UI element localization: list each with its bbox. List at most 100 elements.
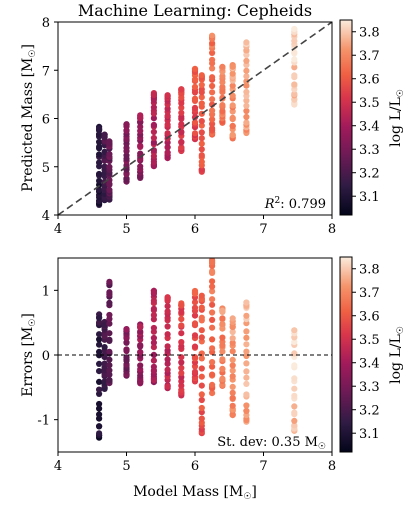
bottom-colorbar-tick-label-6: 3.7 [359, 286, 380, 301]
bottom-point-0-17 [96, 341, 103, 348]
bottom-point-10-16 [209, 296, 216, 303]
bottom-point-9-9 [198, 391, 205, 398]
top-point-12-25 [229, 63, 236, 70]
bottom-point-9-19 [198, 314, 205, 321]
top-point-14-9 [291, 81, 298, 88]
bottom-point-13-15 [243, 341, 250, 348]
bottom-point-2-13 [106, 330, 113, 337]
bottom-point-14-10 [291, 392, 298, 399]
bottom-point-12-5 [229, 402, 236, 409]
bottom-point-6-8 [164, 360, 171, 367]
top-point-9-8 [198, 146, 205, 153]
bottom-point-3-11 [123, 354, 130, 361]
bottom-point-6-9 [164, 356, 171, 363]
top-point-3-4 [123, 175, 130, 183]
top-point-9-13 [198, 118, 205, 125]
bottom-point-5-10 [150, 344, 157, 351]
top-point-11-10 [219, 102, 226, 109]
top-y-tick-label-0: 4 [42, 209, 50, 224]
bottom-point-12-14 [229, 356, 236, 363]
bottom-point-10-21 [209, 268, 216, 275]
bottom-point-0-3 [96, 430, 103, 437]
top-point-12-14 [229, 92, 236, 99]
bottom-point-13-20 [243, 312, 250, 319]
top-point-3-25 [123, 121, 130, 128]
bottom-point-12-13 [229, 362, 236, 369]
bottom-point-12-15 [229, 348, 236, 355]
bottom-point-13-25 [243, 299, 250, 306]
bottom-point-3-14 [123, 346, 130, 353]
bottom-point-14-19 [291, 338, 298, 346]
bottom-point-8-5 [191, 368, 199, 375]
top-reference-line [57, 21, 333, 216]
top-y-tick-label-1: 5 [42, 161, 50, 176]
bottom-point-5-8 [150, 357, 157, 364]
top-point-12-9 [229, 114, 236, 121]
top-point-7-12 [178, 121, 185, 128]
bottom-point-12-12 [229, 367, 236, 374]
bottom-point-4-16 [137, 342, 144, 349]
top-point-13-13 [243, 82, 250, 89]
bottom-point-14-5 [291, 417, 298, 424]
top-colorbar-tick-label-7: 3.8 [359, 26, 380, 41]
top-point-6-11 [164, 130, 171, 137]
bottom-point-2-16 [106, 311, 113, 319]
bottom-point-1-15 [101, 344, 108, 351]
top-point-10-17 [209, 56, 216, 64]
bottom-point-11-20 [219, 315, 226, 322]
bottom-colorbar-tick-label-1: 3.2 [359, 404, 380, 419]
bottom-point-12-17 [229, 339, 236, 346]
top-x-tick-label-4: 8 [328, 222, 336, 237]
top-point-0-7 [96, 186, 103, 193]
top-colorbar-tick-label-3: 3.4 [359, 120, 380, 135]
top-point-9-20 [198, 81, 205, 88]
bottom-point-7-15 [178, 330, 185, 337]
top-point-7-25 [178, 86, 185, 93]
top-point-9-10 [198, 135, 205, 142]
bottom-point-5-16 [150, 312, 157, 319]
top-point-10-12 [209, 82, 216, 90]
bottom-point-8-16 [191, 312, 199, 319]
top-x-tick-label-3: 7 [259, 222, 267, 237]
top-point-14-11 [291, 72, 298, 79]
top-point-13-12 [243, 88, 250, 96]
bottom-point-9-21 [198, 304, 205, 311]
bottom-point-9-5 [198, 415, 205, 422]
top-point-0-18 [96, 138, 103, 146]
bottom-point-6-3 [164, 383, 171, 390]
top-point-12-7 [229, 122, 236, 129]
bottom-y-tick-label-1: 0 [42, 349, 50, 364]
bottom-point-6-7 [164, 366, 171, 373]
top-point-13-18 [243, 57, 250, 64]
top-point-0-15 [96, 151, 103, 158]
top-point-10-6 [209, 116, 216, 123]
top-point-13-25 [243, 39, 250, 46]
top-point-10-4 [209, 125, 216, 132]
bottom-point-2-12 [106, 336, 113, 343]
top-point-2-18 [106, 151, 113, 158]
bottom-point-2-4 [106, 377, 113, 384]
bottom-point-7-14 [178, 339, 185, 346]
top-point-6-25 [164, 92, 171, 99]
top-x-tick-label-0: 4 [54, 222, 62, 237]
bottom-point-6-14 [164, 331, 171, 338]
bottom-colorbar-ticks: 3.1 3.2 3.3 3.4 3.5 3.6 3.7 3.8 [352, 263, 380, 442]
bottom-point-2-6 [106, 367, 113, 374]
bottom-point-11-11 [219, 348, 226, 355]
bottom-point-13-13 [243, 352, 250, 360]
bottom-point-11-18 [219, 321, 226, 328]
bottom-point-6-25 [164, 294, 171, 301]
bottom-point-7-17 [178, 322, 185, 329]
bottom-point-6-15 [164, 323, 171, 330]
top-point-12-16 [229, 82, 236, 89]
bottom-point-7-8 [178, 370, 185, 377]
bottom-point-6-12 [164, 343, 171, 350]
bottom-point-0-19 [96, 331, 103, 338]
bottom-point-0-10 [96, 390, 103, 397]
top-point-14-12 [291, 64, 298, 71]
bottom-colorbar-tick-label-3: 3.4 [359, 357, 380, 372]
top-point-8-17 [191, 83, 199, 90]
top-point-7-10 [178, 128, 185, 135]
top-point-1-13 [101, 163, 108, 170]
bottom-point-3-25 [123, 326, 130, 333]
